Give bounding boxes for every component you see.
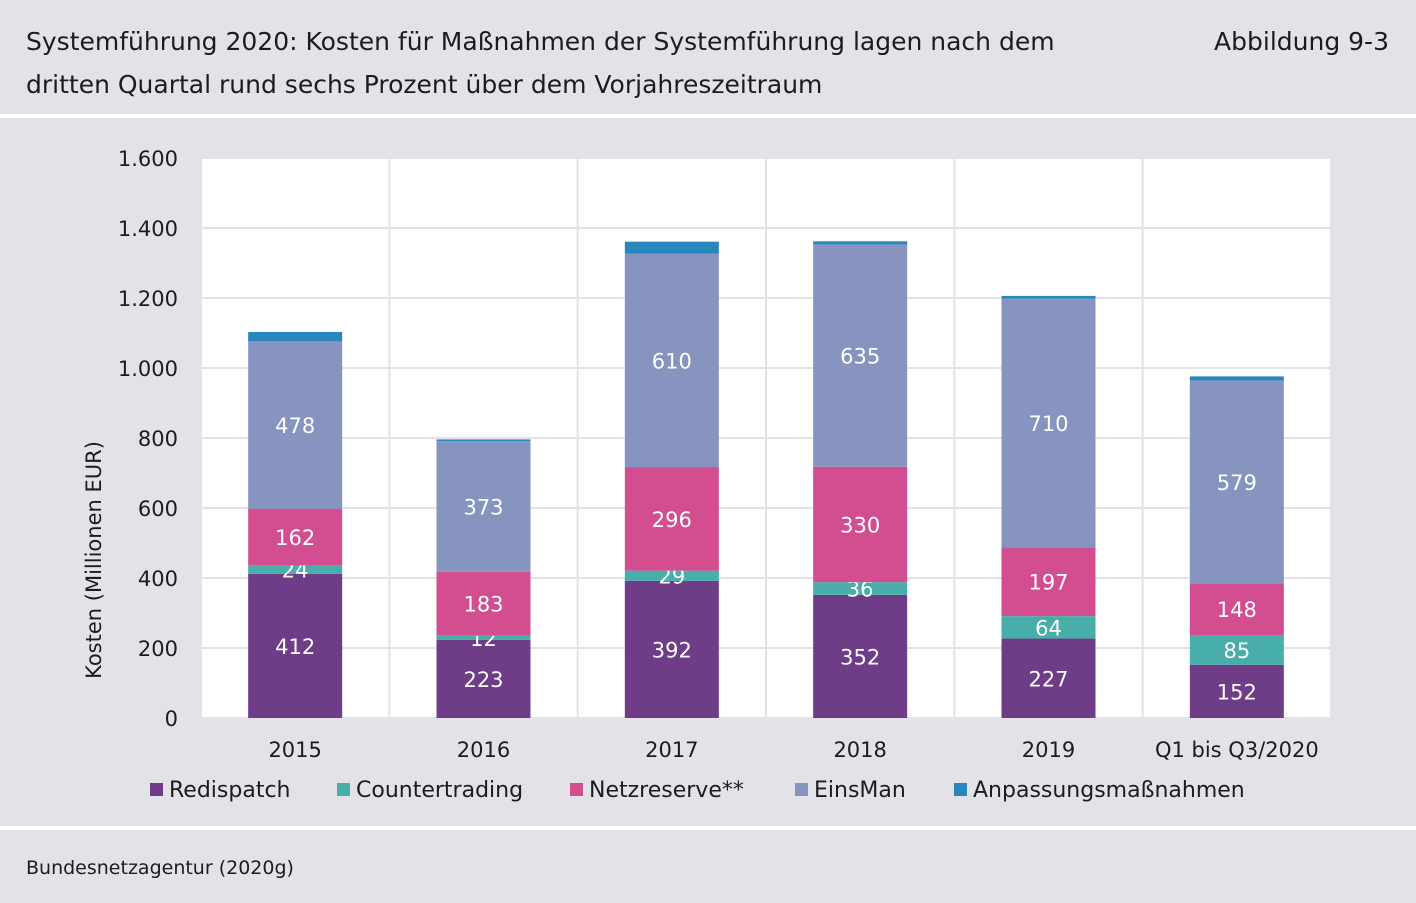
data-label: 579 [1217, 471, 1257, 495]
bar-segment [436, 571, 531, 636]
bar-segment [436, 635, 531, 640]
bar-segment [624, 570, 719, 581]
bar-segment [813, 241, 908, 245]
chart-panel: 412 24 162 478 223 12 183 373 392 29 296 610 352 36 33… [0, 118, 1416, 826]
bar-segment [1001, 298, 1096, 548]
bar-segment [1001, 547, 1096, 617]
legend-swatch [337, 783, 350, 796]
bar-segment [1001, 616, 1096, 639]
y-tick-label: 200 [138, 637, 178, 661]
bar-segment [436, 639, 531, 718]
data-label: 183 [463, 593, 503, 617]
bar-segment [624, 467, 719, 571]
footer: Bundesnetzagentur (2020g) [0, 830, 1416, 903]
divider-bottom [0, 826, 1416, 830]
bar-segment [248, 565, 343, 574]
data-label: 296 [652, 508, 692, 532]
bar-segment [1189, 635, 1284, 665]
chart-title: Systemführung 2020: Kosten für Maßnahmen… [26, 27, 1055, 99]
y-tick-label: 1.000 [118, 357, 178, 381]
legend-swatch [795, 783, 808, 796]
y-axis: 0 200 400 600 800 1.000 1.200 1.400 1.600 [118, 147, 178, 731]
stacked-bar-chart: 4122416247822312183373392292966103523633… [82, 147, 1332, 803]
data-label: 330 [840, 513, 880, 537]
source-note: Bundesnetzagentur (2020g) [26, 857, 294, 879]
y-tick-label: 1.400 [118, 217, 178, 241]
data-label: 635 [840, 345, 880, 369]
bar-segment [1189, 664, 1284, 718]
x-tick-label: 2015 [268, 738, 321, 762]
legend-swatch [954, 783, 967, 796]
bar-segment [1189, 583, 1284, 636]
legend-label: Anpassungsmaßnahmen [973, 778, 1245, 803]
data-label: 197 [1028, 571, 1068, 595]
data-label: 85 [1223, 639, 1250, 663]
grid [200, 157, 1332, 719]
y-axis-label: Kosten (Millionen EUR) [82, 441, 106, 679]
x-tick-label: 2019 [1022, 738, 1075, 762]
data-label: 412 [275, 635, 315, 659]
data-label: 162 [275, 526, 315, 550]
bar-segment [436, 439, 531, 442]
bar-segment [248, 573, 343, 718]
bar-segment [813, 466, 908, 583]
legend-label: Countertrading [356, 778, 523, 803]
figure-number: Abbildung 9-3 [1214, 27, 1389, 56]
data-label: 352 [840, 645, 880, 669]
bar-segment [1189, 376, 1284, 381]
x-tick-label: 2017 [645, 738, 698, 762]
legend-label: EinsMan [814, 778, 906, 803]
bar-segment [813, 244, 908, 467]
data-label: 478 [275, 414, 315, 438]
bar-segment [624, 241, 719, 254]
bar-segment [1189, 380, 1284, 584]
bar-segment [248, 341, 343, 509]
y-tick-label: 800 [138, 427, 178, 451]
data-label: 64 [1035, 616, 1062, 640]
x-tick-label: 2016 [457, 738, 510, 762]
data-label: 152 [1217, 680, 1257, 704]
header: Systemführung 2020: Kosten für Maßnahmen… [0, 0, 1416, 114]
x-axis: 2015 2016 2017 2018 2019 Q1 bis Q3/2020 [268, 738, 1318, 762]
data-label: 227 [1028, 667, 1068, 691]
legend: Redispatch Countertrading Netzreserve** Ein… [150, 778, 1245, 803]
y-tick-label: 400 [138, 567, 178, 591]
data-label: 148 [1217, 598, 1257, 622]
bar-segment [813, 594, 908, 718]
y-tick-label: 600 [138, 497, 178, 521]
bar-segment [624, 580, 719, 718]
bar-segment [1001, 638, 1096, 718]
legend-label: Redispatch [169, 778, 290, 803]
legend-swatch [150, 783, 163, 796]
y-tick-label: 0 [165, 707, 178, 731]
data-label: 392 [652, 638, 692, 662]
legend-label: Netzreserve** [589, 778, 744, 803]
bars: 4122416247822312183373392292966103523633… [248, 241, 1284, 718]
y-tick-label: 1.200 [118, 287, 178, 311]
bar-segment [436, 441, 531, 572]
x-tick-label: Q1 bis Q3/2020 [1155, 738, 1319, 762]
bar-segment [1001, 295, 1096, 299]
bar-segment [248, 508, 343, 566]
bar-segment [248, 331, 343, 342]
y-tick-label: 1.600 [118, 147, 178, 171]
x-tick-label: 2018 [833, 738, 886, 762]
divider-top [0, 114, 1416, 118]
data-label: 710 [1028, 412, 1068, 436]
bar-segment [813, 582, 908, 595]
bar-segment [624, 253, 719, 468]
legend-swatch [570, 783, 583, 796]
data-label: 610 [652, 349, 692, 373]
data-label: 223 [463, 668, 503, 692]
data-label: 373 [463, 495, 503, 519]
